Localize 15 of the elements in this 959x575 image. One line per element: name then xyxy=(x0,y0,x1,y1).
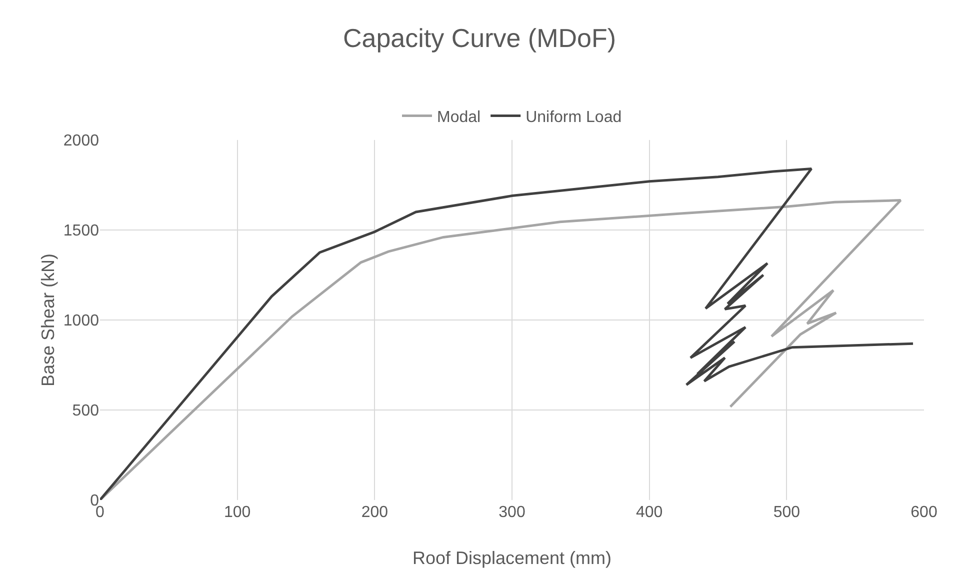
x-axis-title: Roof Displacement (mm) xyxy=(412,548,612,568)
x-tick-label: 400 xyxy=(636,504,663,521)
legend-label: Uniform Load xyxy=(526,108,622,126)
x-tick-label: 100 xyxy=(224,504,251,521)
x-tick-label: 200 xyxy=(361,504,388,521)
x-tick-label: 300 xyxy=(498,504,526,521)
x-tick-label: 600 xyxy=(910,504,938,521)
y-tick-label: 2000 xyxy=(63,132,100,150)
y-tick-label: 500 xyxy=(72,402,100,420)
y-tick-label: 1000 xyxy=(63,312,100,330)
x-tick-label: 500 xyxy=(773,504,800,521)
y-axis-title: Base Shear (kN) xyxy=(38,253,58,387)
legend-label: Modal xyxy=(437,108,481,126)
y-tick-label: 1500 xyxy=(63,222,100,240)
chart-title: Capacity Curve (MDoF) xyxy=(342,22,616,53)
